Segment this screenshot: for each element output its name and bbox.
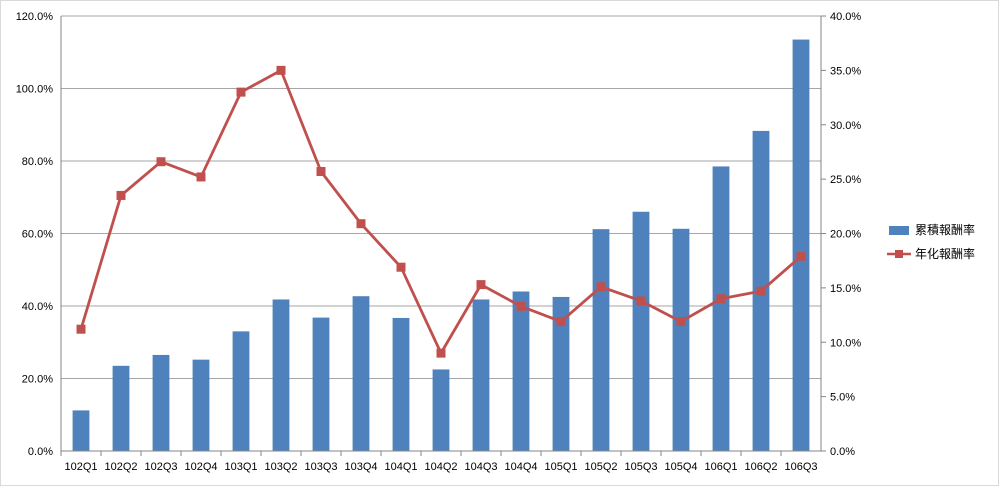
point-annualized <box>516 301 526 311</box>
bar-cumulative <box>592 229 610 451</box>
bar-cumulative <box>192 359 210 451</box>
bar-series-cumulative <box>72 39 810 451</box>
point-annualized <box>436 348 446 358</box>
bar-cumulative <box>152 354 170 451</box>
legend-label-cumulative: 累積報酬率 <box>915 222 975 237</box>
bar-cumulative <box>112 365 130 451</box>
y-right-tick-label: 35.0% <box>830 65 861 77</box>
point-annualized <box>116 190 126 200</box>
axes: 0.0% 20.0% 40.0% 60.0% 80.0% 100.0% 120.0% 0.0%… <box>16 11 862 473</box>
y-left-tick-label: 60.0% <box>22 229 53 241</box>
y-right-tick-label: 5.0% <box>830 392 855 404</box>
x-tick-label: 103Q2 <box>264 461 297 473</box>
point-annualized <box>676 317 686 327</box>
x-tick-label: 106Q2 <box>744 461 777 473</box>
point-annualized <box>556 317 566 327</box>
bar-cumulative <box>392 317 410 451</box>
bar-cumulative <box>232 331 250 451</box>
x-tick-label: 105Q4 <box>664 461 697 473</box>
point-annualized <box>636 296 646 306</box>
point-annualized <box>196 172 206 182</box>
y-left-tick-label: 40.0% <box>22 301 53 313</box>
bar-cumulative <box>472 299 490 451</box>
y-right-tick-label: 20.0% <box>830 229 861 241</box>
gridlines <box>61 15 821 379</box>
bar-cumulative <box>72 410 90 451</box>
legend-marker-annualized <box>895 250 903 258</box>
x-tick-label: 103Q4 <box>344 461 377 473</box>
y-right-tick-label: 40.0% <box>830 11 861 23</box>
y-right-tick-label: 30.0% <box>830 120 861 132</box>
x-tick-label: 106Q1 <box>704 461 737 473</box>
x-tick-label: 102Q2 <box>104 461 137 473</box>
y-right-tick-label: 25.0% <box>830 174 861 186</box>
bar-cumulative <box>512 291 530 451</box>
line-annualized <box>79 68 802 355</box>
legend: 累積報酬率 年化報酬率 <box>887 222 975 261</box>
x-tick-label: 103Q1 <box>224 461 257 473</box>
legend-label-annualized: 年化報酬率 <box>915 246 975 261</box>
point-annualized <box>596 282 606 292</box>
bar-cumulative <box>272 299 290 451</box>
x-tick-label: 104Q3 <box>464 461 497 473</box>
line-series-annualized <box>76 65 806 358</box>
point-annualized <box>756 286 766 296</box>
bar-cumulative <box>712 166 730 451</box>
y-right-tick-label: 15.0% <box>830 283 861 295</box>
point-annualized <box>76 324 86 334</box>
x-tick-label: 102Q1 <box>64 461 97 473</box>
point-annualized <box>316 167 326 177</box>
x-tick-label: 102Q4 <box>184 461 217 473</box>
x-tick-label: 102Q3 <box>144 461 177 473</box>
point-annualized <box>276 65 286 75</box>
point-annualized <box>236 87 246 97</box>
bar-cumulative <box>792 39 810 451</box>
point-annualized <box>796 251 806 261</box>
y-right-tick-label: 0.0% <box>830 446 855 458</box>
y-left-tick-label: 120.0% <box>16 11 54 23</box>
x-tick-label: 105Q2 <box>584 461 617 473</box>
bar-cumulative <box>552 296 570 451</box>
x-tick-label: 104Q4 <box>504 461 537 473</box>
bar-cumulative <box>432 369 450 451</box>
point-annualized <box>476 280 486 290</box>
y-left-tick-label: 0.0% <box>28 446 53 458</box>
point-annualized <box>396 262 406 272</box>
point-annualized <box>156 157 166 167</box>
legend-swatch-cumulative <box>889 226 909 235</box>
x-tick-label: 103Q3 <box>304 461 337 473</box>
point-annualized <box>356 219 366 229</box>
bar-cumulative <box>312 317 330 451</box>
point-annualized <box>716 294 726 304</box>
x-tick-label: 106Q3 <box>784 461 817 473</box>
y-left-tick-label: 80.0% <box>22 156 53 168</box>
x-tick-label: 104Q1 <box>384 461 417 473</box>
x-tick-label: 105Q3 <box>624 461 657 473</box>
y-right-tick-label: 10.0% <box>830 337 861 349</box>
x-tick-label: 104Q2 <box>424 461 457 473</box>
bar-cumulative <box>352 296 370 451</box>
y-left-tick-label: 20.0% <box>22 374 53 386</box>
bar-cumulative <box>632 211 650 451</box>
bar-cumulative <box>672 228 690 451</box>
y-left-tick-label: 100.0% <box>16 84 54 96</box>
x-tick-label: 105Q1 <box>544 461 577 473</box>
